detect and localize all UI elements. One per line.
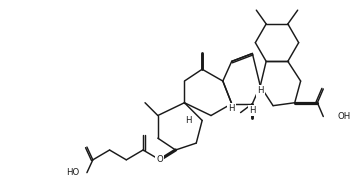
Text: H: H xyxy=(257,86,264,95)
Text: O: O xyxy=(157,155,163,164)
Text: OH: OH xyxy=(337,112,350,121)
Text: H: H xyxy=(228,104,235,113)
Text: HO: HO xyxy=(66,168,79,177)
Text: H: H xyxy=(249,106,256,115)
Text: H: H xyxy=(185,116,192,125)
